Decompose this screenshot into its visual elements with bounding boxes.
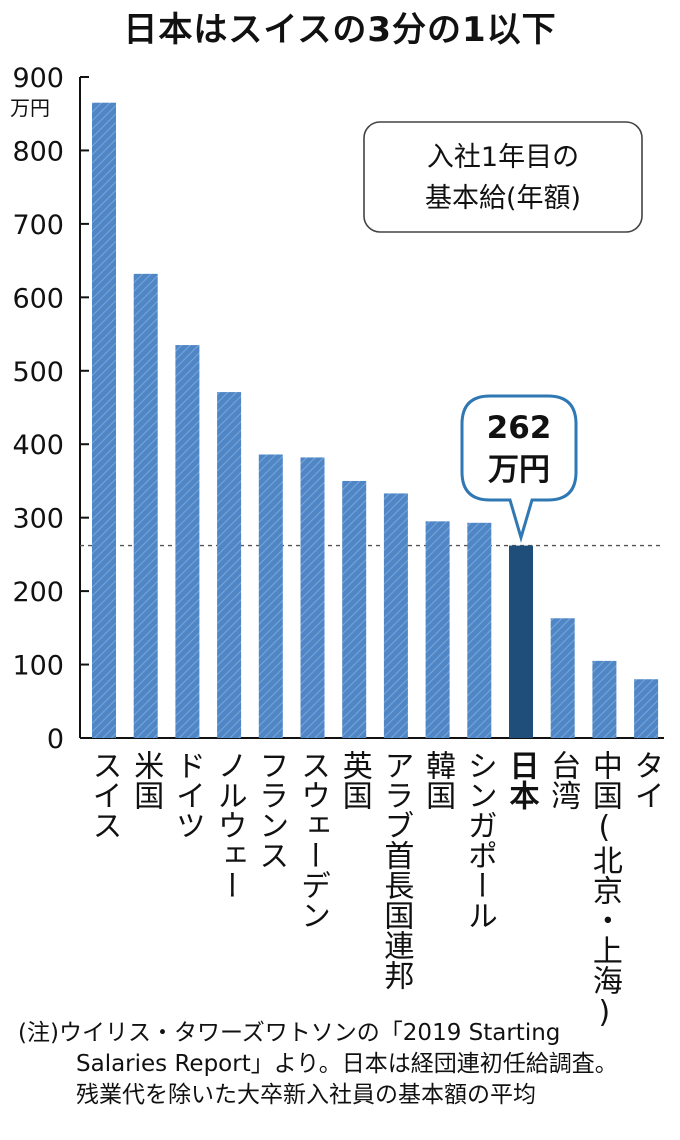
bar [383,493,408,738]
category-label: スウェーデン [295,750,330,930]
category-label: アラブ首長国連邦 [378,750,414,990]
bars [92,102,659,738]
bar [342,480,367,738]
bar [92,102,116,738]
y-tick-label: 600 [12,283,64,314]
bar [550,618,575,738]
bar [634,679,659,738]
y-tick-label: 700 [12,210,64,241]
bar [592,660,617,738]
y-tick-label: 500 [12,357,64,388]
y-tick-label: 0 [47,724,64,755]
bar-highlight [509,545,533,738]
legend-line-1: 入社1年目の [427,142,579,173]
callout-value: 262 [487,410,552,446]
legend-box [363,121,643,233]
category-label: 米国 [128,750,163,810]
callout-bubble [460,394,578,543]
footnote-line-2: Salaries Report」より。日本は経団連初任給調査。 [76,1051,618,1077]
y-axis-unit: 万円 [10,96,50,120]
category-labels: スイス 米国 ドイツ ノルウェー フランス スウェーデン 英国 アラブ首長国連邦 韓国 シンガポー… [87,750,664,1030]
y-tick-label: 400 [12,430,64,461]
category-label: シンガポール [462,750,497,930]
footnote-line-3: 残業代を除いた大卒新入社員の基本額の平均 [76,1082,536,1108]
bar [258,454,283,738]
bar [467,522,492,738]
bar [425,521,450,738]
footnote: (注)ウイリス・タワーズワトソンの「2019 Starting Salaries… [18,1018,668,1111]
callout-unit: 万円 [488,452,550,488]
legend-line-2: 基本給(年額) [425,183,581,214]
bar [175,345,200,738]
category-label: ドイツ [170,750,205,840]
category-label: フランス [253,750,288,870]
y-tick-label: 800 [12,136,64,167]
category-label: 韓国 [420,750,455,810]
category-label: 中国(北京・上海) [587,750,622,1030]
bar [300,457,325,738]
y-tick-label: 100 [12,651,64,682]
bar [133,273,158,738]
category-label: 台湾 [545,750,580,810]
y-tick-label: 300 [12,504,64,535]
y-tick-label: 900 [12,63,64,94]
bar [217,392,242,738]
footnote-line-1: (注)ウイリス・タワーズワトソンの「2019 Starting [18,1020,561,1046]
legend: 入社1年目の 基本給(年額) [363,121,643,233]
category-label: ノルウェー [212,750,247,900]
y-tick-label: 200 [12,577,64,608]
category-label: タイ [629,750,664,810]
chart-title: 日本はスイスの3分の1以下 [123,10,557,50]
category-label: 英国 [337,750,372,810]
category-label: 日本 [504,750,540,810]
callout: 262 万円 [460,394,578,543]
category-label: スイス [87,750,122,840]
